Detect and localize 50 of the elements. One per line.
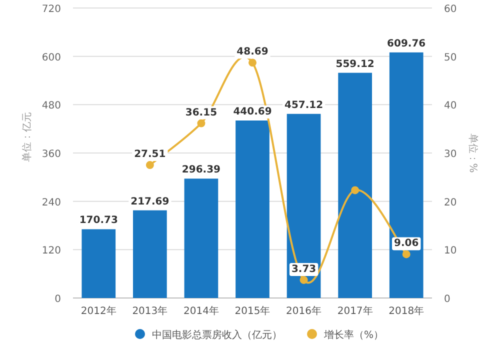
bar bbox=[133, 210, 167, 298]
y2-tick-label: 40 bbox=[444, 100, 457, 112]
point bbox=[146, 161, 154, 170]
x-tick-label: 2012年 bbox=[80, 305, 116, 317]
y-axis-title: 单位：亿元 bbox=[21, 112, 33, 162]
data-label: 27.51 bbox=[134, 149, 166, 160]
x-tick-label: 2014年 bbox=[183, 305, 219, 317]
y2-tick-label: 50 bbox=[444, 52, 457, 64]
x-tick-label: 2017年 bbox=[337, 305, 373, 317]
x-tick-label: 2015年 bbox=[234, 305, 270, 317]
point bbox=[248, 58, 256, 67]
legend-label: 中国电影总票房收入（亿元） bbox=[152, 329, 282, 341]
point bbox=[402, 250, 410, 258]
point bbox=[197, 119, 206, 128]
data-label: 559.12 bbox=[336, 58, 374, 70]
x-tick-label: 2018年 bbox=[388, 305, 424, 317]
data-label: 170.73 bbox=[79, 215, 118, 226]
bar bbox=[82, 229, 116, 298]
bar bbox=[338, 72, 372, 298]
y2-tick-label: 20 bbox=[444, 197, 457, 208]
y-tick-label: 0 bbox=[54, 294, 61, 305]
data-label: 9.06 bbox=[394, 238, 419, 250]
bar bbox=[389, 52, 424, 298]
bar bbox=[286, 114, 321, 298]
data-label: 457.12 bbox=[284, 100, 324, 111]
y-tick-label: 120 bbox=[42, 246, 61, 257]
y-tick-label: 360 bbox=[42, 149, 61, 160]
data-label: 296.39 bbox=[182, 164, 221, 176]
data-label: 440.69 bbox=[233, 106, 272, 118]
y2-tick-label: 10 bbox=[444, 246, 457, 257]
bar bbox=[236, 120, 270, 298]
data-label: 36.15 bbox=[185, 107, 218, 118]
y-tick-label: 480 bbox=[42, 100, 61, 112]
y2-axis-title: 单位：% bbox=[467, 133, 479, 173]
y2-tick-label: 30 bbox=[444, 149, 457, 160]
data-label: 609.76 bbox=[387, 38, 426, 50]
data-label: 3.73 bbox=[291, 264, 316, 275]
y-tick-label: 720 bbox=[42, 4, 61, 15]
data-label: 217.69 bbox=[130, 196, 170, 208]
point bbox=[300, 276, 308, 284]
y2-tick-label: 60 bbox=[444, 4, 457, 15]
x-tick-label: 2013年 bbox=[132, 305, 168, 317]
y-tick-label: 240 bbox=[42, 197, 61, 208]
bar bbox=[184, 178, 218, 298]
data-label: 48.69 bbox=[236, 46, 268, 58]
y-tick-label: 600 bbox=[42, 52, 61, 64]
legend-label: 增长率（%） bbox=[323, 329, 384, 341]
point bbox=[351, 186, 360, 194]
y2-tick-label: 0 bbox=[444, 294, 450, 305]
x-tick-label: 2016年 bbox=[286, 305, 322, 317]
